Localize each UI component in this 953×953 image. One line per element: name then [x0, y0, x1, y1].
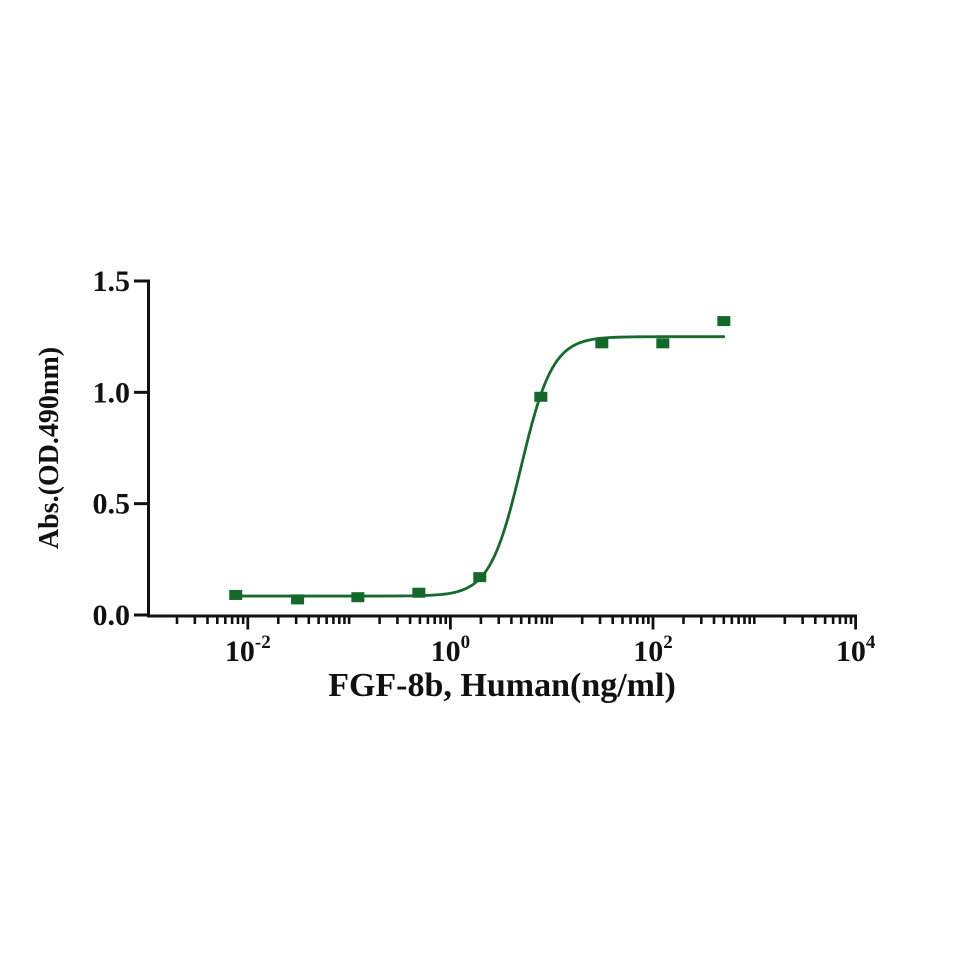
data-point-marker — [534, 391, 548, 402]
x-axis-title: FGF-8b, Human(ng/ml) — [328, 667, 676, 704]
x-tick-label: 102 — [633, 632, 673, 668]
data-point-marker — [717, 316, 731, 327]
data-point-marker — [473, 572, 487, 583]
x-tick-label: 104 — [836, 632, 876, 668]
x-tick-label: 10-2 — [225, 632, 271, 668]
data-point-marker — [412, 587, 426, 598]
y-tick-labels: 0.0 0.5 1.0 1.5 — [93, 265, 131, 632]
y-axis-title: Abs.(OD.490nm) — [34, 347, 65, 549]
x-axis-ticks — [175, 616, 857, 630]
data-point-marker — [351, 592, 365, 603]
data-point-marker — [595, 338, 609, 349]
data-point-marker — [229, 589, 243, 600]
x-tick-labels: 10-2 100 102 104 — [225, 632, 876, 668]
y-tick-label: 1.5 — [93, 265, 131, 298]
y-tick-label: 0.0 — [93, 599, 131, 632]
y-tick-label: 1.0 — [93, 376, 131, 409]
fit-curve-path — [234, 335, 726, 598]
data-point-marker — [291, 594, 305, 605]
data-point-marker — [656, 338, 670, 349]
x-tick-label: 100 — [431, 632, 471, 668]
y-tick-label: 0.5 — [93, 488, 131, 521]
y-axis-ticks — [134, 279, 148, 617]
data-points — [229, 316, 731, 605]
